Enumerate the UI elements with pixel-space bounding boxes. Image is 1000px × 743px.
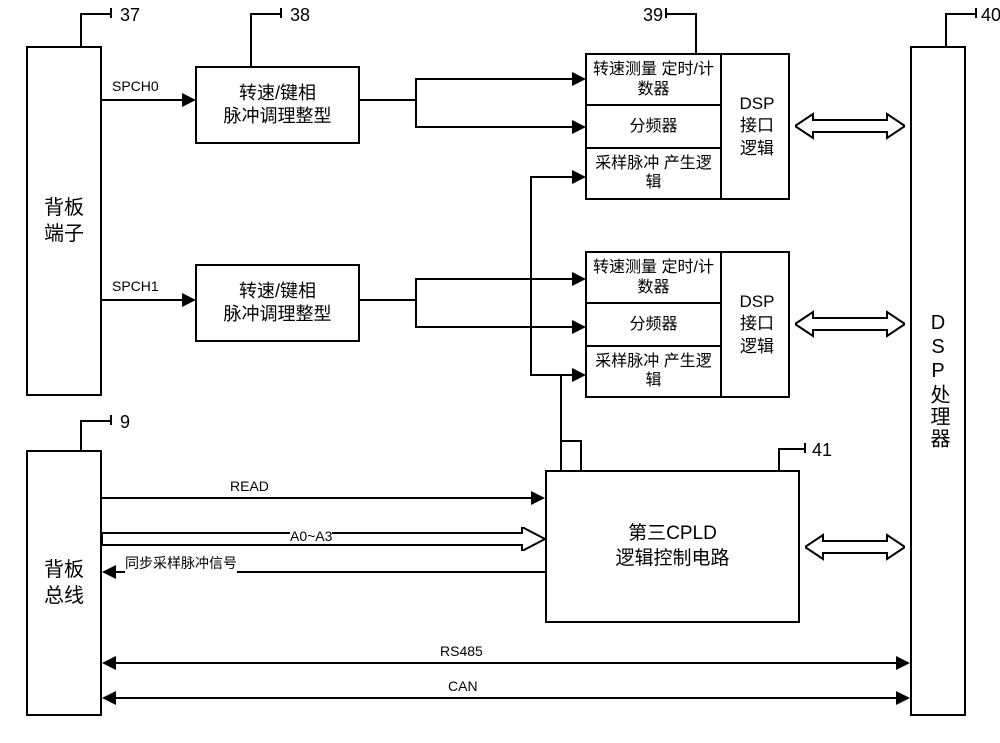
label-rs485: RS485 xyxy=(440,643,483,659)
callout-40-tick xyxy=(975,8,977,18)
backplane-terminal-label: 背板 端子 xyxy=(44,195,84,247)
meas-1-sample: 采样脉冲 产生逻辑 xyxy=(587,347,720,396)
can-line xyxy=(115,697,897,699)
rs485-line xyxy=(115,662,897,664)
pc1-to-divider xyxy=(415,326,573,328)
meas-0-dspif-label: DSP 接口 逻辑 xyxy=(740,93,775,159)
pc0-to-divider xyxy=(415,126,573,128)
blockarrow-dspif0 xyxy=(795,112,905,140)
callout-39-stem xyxy=(695,13,697,53)
cpld3-to-meas1-head xyxy=(572,368,586,382)
label-can: CAN xyxy=(448,678,478,694)
label-read: READ xyxy=(230,478,269,494)
callout-39-tick xyxy=(665,8,667,18)
callout-37-tick xyxy=(110,8,112,18)
meas-0-dspif: DSP 接口 逻辑 xyxy=(722,55,792,198)
cpld3-rise-v2 xyxy=(580,440,582,470)
callout-37-arm xyxy=(80,13,110,15)
meas-1-divider: 分频器 xyxy=(587,304,720,347)
read-line xyxy=(102,497,532,499)
cpld3-label: 第三CPLD 逻辑控制电路 xyxy=(615,522,729,571)
cpld3-rise-join xyxy=(530,374,562,376)
callout-40-num: 40 xyxy=(981,5,1000,26)
callout-9-num: 9 xyxy=(120,412,130,433)
rs485-head-r xyxy=(896,656,910,670)
callout-9-tick xyxy=(110,415,112,425)
pc1-out-stub xyxy=(360,299,415,301)
meas-group-1: 转速测量 定时/计数器 分频器 采样脉冲 产生逻辑 DSP 接口 逻辑 xyxy=(585,251,790,398)
pc1-to-timer xyxy=(415,278,573,280)
pc0-to-timer-head xyxy=(572,72,586,86)
pc0-out-stub xyxy=(360,99,415,101)
pc0-out-v xyxy=(415,78,417,128)
callout-38-arm xyxy=(250,13,280,15)
can-head-l xyxy=(102,691,116,705)
blockarrow-dspif1 xyxy=(795,310,905,338)
cpld3-to-meas0-h xyxy=(530,176,573,178)
pc0-to-timer xyxy=(415,78,573,80)
read-head xyxy=(531,491,545,505)
pulse-cond-box-0: 转速/键相 脉冲调理整型 xyxy=(195,66,360,144)
callout-37-num: 37 xyxy=(120,5,140,26)
backplane-bus-label: 背板 总线 xyxy=(44,557,84,609)
callout-39-num: 39 xyxy=(643,5,663,26)
meas-group-0-left: 转速测量 定时/计数器 分频器 采样脉冲 产生逻辑 xyxy=(587,55,722,198)
cpld3-to-meas0-head xyxy=(572,170,586,184)
meas-0-sample: 采样脉冲 产生逻辑 xyxy=(587,149,720,198)
sync-head xyxy=(102,565,116,579)
meas-group-0: 转速测量 定时/计数器 分频器 采样脉冲 产生逻辑 DSP 接口 逻辑 xyxy=(585,53,790,200)
cpld3-rise-h2 xyxy=(560,440,582,442)
callout-38-stem xyxy=(250,13,252,66)
callout-41-stem xyxy=(778,448,780,470)
cpld3-rise-v1 xyxy=(560,374,562,470)
backplane-bus-box: 背板 总线 xyxy=(26,450,102,716)
meas-0-timer: 转速测量 定时/计数器 xyxy=(587,55,720,106)
callout-38-tick xyxy=(280,8,282,18)
cpld3-box: 第三CPLD 逻辑控制电路 xyxy=(545,470,800,623)
callout-39-arm xyxy=(665,13,695,15)
arrow-spch1-head xyxy=(182,293,196,307)
pc0-to-divider-head xyxy=(572,120,586,134)
pulse-cond-label-0: 转速/键相 脉冲调理整型 xyxy=(224,82,332,129)
arrow-spch1-line xyxy=(102,299,182,301)
dsp-processor-box: DSP处理器 xyxy=(910,46,966,716)
meas-0-divider: 分频器 xyxy=(587,106,720,149)
can-head-r xyxy=(896,691,910,705)
label-sync: 同步采样脉冲信号 xyxy=(125,553,237,573)
label-spch1: SPCH1 xyxy=(112,278,159,294)
pulse-cond-label-1: 转速/键相 脉冲调理整型 xyxy=(224,280,332,327)
backplane-terminal-box: 背板 端子 xyxy=(26,46,102,396)
label-spch0: SPCH0 xyxy=(112,78,159,94)
pc1-to-divider-head xyxy=(572,320,586,334)
callout-41-num: 41 xyxy=(812,440,832,461)
callout-37-stem xyxy=(80,13,82,46)
callout-40-arm xyxy=(945,13,975,15)
callout-41-arm xyxy=(778,448,804,450)
meas-1-timer: 转速测量 定时/计数器 xyxy=(587,253,720,304)
blockarrow-cpld3-dsp xyxy=(805,533,905,561)
meas-group-1-left: 转速测量 定时/计数器 分频器 采样脉冲 产生逻辑 xyxy=(587,253,722,396)
arrow-spch0-line xyxy=(102,99,182,101)
pulse-cond-box-1: 转速/键相 脉冲调理整型 xyxy=(195,264,360,342)
rs485-head-l xyxy=(102,656,116,670)
cpld3-vert-link xyxy=(530,176,532,376)
label-addr: A0~A3 xyxy=(290,528,332,544)
callout-41-tick xyxy=(804,443,806,453)
arrow-spch0-head xyxy=(182,93,196,107)
pc1-out-v xyxy=(415,278,417,328)
dsp-processor-label: DSP处理器 xyxy=(925,312,951,450)
callout-9-stem xyxy=(80,420,82,450)
pc1-to-timer-head xyxy=(572,272,586,286)
meas-1-dspif-label: DSP 接口 逻辑 xyxy=(740,291,775,357)
callout-38-num: 38 xyxy=(290,5,310,26)
callout-40-stem xyxy=(945,13,947,46)
callout-9-arm xyxy=(80,420,110,422)
meas-1-dspif: DSP 接口 逻辑 xyxy=(722,253,792,396)
